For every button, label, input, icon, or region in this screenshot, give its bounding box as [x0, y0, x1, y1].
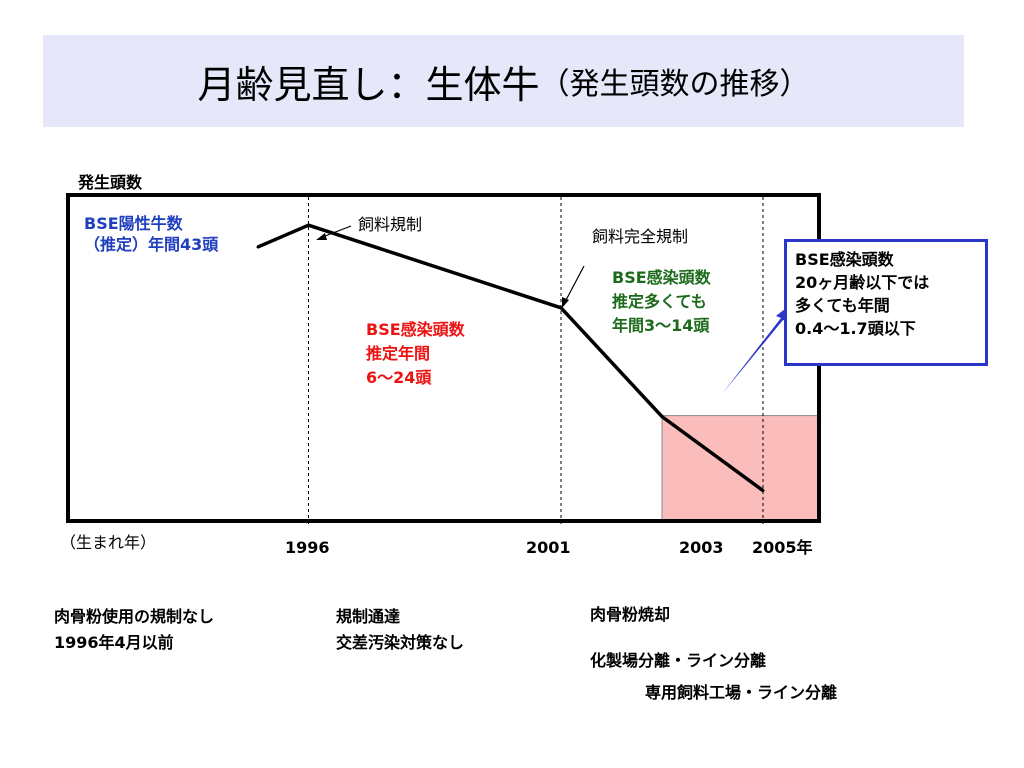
shaded-region — [661, 415, 820, 522]
callout-line-2: 20ヶ月齢以下では — [795, 273, 930, 292]
x-tick-2005: 2005年 — [752, 538, 813, 557]
series-point-3 — [660, 415, 664, 419]
infection-mid-line-2: 推定年間 — [366, 344, 431, 363]
y-axis-label: 発生頭数 — [78, 173, 143, 192]
title-main: 月齢見直し：生体牛 — [197, 62, 540, 107]
bse-cases-line-2: （推定）年間43頭 — [84, 235, 219, 254]
callout-box: BSE感染頭数 20ヶ月齢以下では 多くても年間 0.4～1.7頭以下 — [784, 239, 988, 366]
arrow-head-feed-full-regulation — [562, 297, 569, 308]
note-col2-line-1: 規制通達 — [336, 607, 401, 626]
bse-cases-line-1: BSE陽性牛数 — [84, 214, 183, 233]
arrow-head-feed-regulation — [316, 233, 327, 240]
note-col3-line-2: 化製場分離・ライン分離 — [590, 651, 767, 670]
note-col3-line-1: 肉骨粉焼却 — [590, 605, 671, 624]
note-col2-line-2: 交差汚染対策なし — [336, 633, 465, 652]
arrow-feed-full-regulation — [564, 265, 585, 303]
infection-late-line-3: 年間3～14頭 — [612, 316, 710, 335]
series-point-2 — [559, 306, 563, 310]
note-col3-line-3: 専用飼料工場・ライン分離 — [645, 683, 838, 702]
feed-regulation-label: 飼料規制 — [358, 215, 423, 234]
note-col2: 規制通達 交差汚染対策なし — [336, 604, 464, 656]
x-axis-label: （生まれ年） — [60, 533, 157, 552]
bse-cases-annotation: BSE陽性牛数 （推定）年間43頭 — [84, 213, 218, 255]
note-col1: 肉骨粉使用の規制なし 1996年4月以前 — [54, 604, 214, 656]
slide-title: 月齢見直し：生体牛 （発生頭数の推移） — [43, 35, 964, 127]
infection-mid-annotation: BSE感染頭数 推定年間 6～24頭 — [366, 318, 465, 390]
infection-late-line-2: 推定多くても — [612, 292, 707, 311]
callout-line-4: 0.4～1.7頭以下 — [795, 319, 916, 338]
x-tick-1996: 1996 — [285, 538, 330, 557]
x-tick-2003: 2003 — [679, 538, 724, 557]
series-point-4 — [761, 489, 765, 493]
series-point-0 — [256, 245, 260, 249]
infection-mid-line-3: 6～24頭 — [366, 368, 432, 387]
title-band — [43, 35, 964, 127]
infection-mid-line-1: BSE感染頭数 — [366, 320, 465, 339]
x-tick-2001: 2001 — [526, 538, 571, 557]
callout-line-3: 多くても年間 — [795, 296, 890, 315]
infection-late-line-1: BSE感染頭数 — [612, 268, 711, 287]
title-sub: （発生頭数の推移） — [539, 67, 810, 102]
callout-line-1: BSE感染頭数 — [795, 250, 894, 269]
callout-pointer — [722, 305, 790, 394]
note-col1-line-1: 肉骨粉使用の規制なし — [54, 607, 215, 626]
note-col1-line-2: 1996年4月以前 — [54, 633, 174, 652]
feed-full-regulation-label: 飼料完全規制 — [592, 227, 689, 246]
series-point-1 — [307, 223, 310, 227]
infection-late-annotation: BSE感染頭数 推定多くても 年間3～14頭 — [612, 266, 711, 338]
